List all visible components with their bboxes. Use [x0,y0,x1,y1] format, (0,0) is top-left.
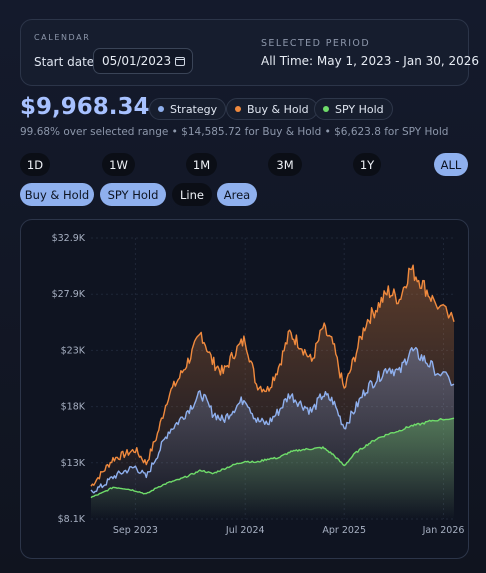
selected-period-label: SELECTED PERIOD [261,38,371,49]
calendar-panel: CALENDAR Start date 05/01/2023 SELECTED … [20,19,479,86]
performance-chart[interactable]: $8.1K $13K $18K $23K $27.9K $32.9K Sep 2023 Jul… [21,220,470,560]
chart-panel: $8.1K $13K $18K $23K $27.9K $32.9K Sep 2023 Jul… [20,219,469,559]
calendar-label: CALENDAR [34,33,91,42]
y-tick-label: $32.9K [52,233,86,244]
y-tick-label: $27.9K [52,289,86,300]
selected-period-value: All Time: May 1, 2023 - Jan 30, 2026 [261,54,480,68]
range-1m-button[interactable]: 1M [186,153,217,176]
start-date-label: Start date [34,55,95,69]
legend-spy-hold[interactable]: SPY Hold [314,98,393,120]
legend-label: Buy & Hold [247,102,309,116]
calendar-icon[interactable] [175,57,185,66]
balance-value: $9,968.34 [20,94,150,120]
buy-hold-dot-icon [235,106,241,112]
range-3m-button[interactable]: 3M [268,153,302,176]
y-tick-label: $18K [61,402,86,413]
y-tick-label: $23K [61,345,86,356]
range-1w-button[interactable]: 1W [102,153,135,176]
strategy-dot-icon [158,106,164,112]
x-tick-label: Jan 2026 [422,525,465,536]
toggle-line-button[interactable]: Line [172,183,212,206]
legend-label: Strategy [170,102,218,116]
legend-label: SPY Hold [335,102,384,116]
start-date-value: 05/01/2023 [102,54,172,68]
y-tick-label: $13K [61,458,86,469]
spy-hold-dot-icon [323,106,329,112]
range-all-button[interactable]: ALL [434,153,468,176]
buy-hold-line [90,264,455,487]
legend-buy-hold[interactable]: Buy & Hold [226,98,318,120]
start-date-input[interactable]: 05/01/2023 [93,48,193,74]
toggle-area-button[interactable]: Area [217,183,257,206]
x-tick-label: Jul 2024 [225,525,265,536]
y-tick-label: $8.1K [58,514,86,525]
toggle-buy-hold-button[interactable]: Buy & Hold [20,183,94,206]
toggle-spy-hold-button[interactable]: SPY Hold [100,183,166,206]
range-1d-button[interactable]: 1D [20,153,50,176]
strategy-line [90,346,455,494]
summary-line: 99.68% over selected range • $14,585.72 … [20,126,449,138]
spy-hold-area [91,418,454,519]
x-tick-label: Sep 2023 [113,525,158,536]
legend-strategy[interactable]: Strategy [149,98,227,120]
x-tick-label: Apr 2025 [322,525,366,536]
spy-hold-line [90,417,455,499]
range-1y-button[interactable]: 1Y [353,153,381,176]
